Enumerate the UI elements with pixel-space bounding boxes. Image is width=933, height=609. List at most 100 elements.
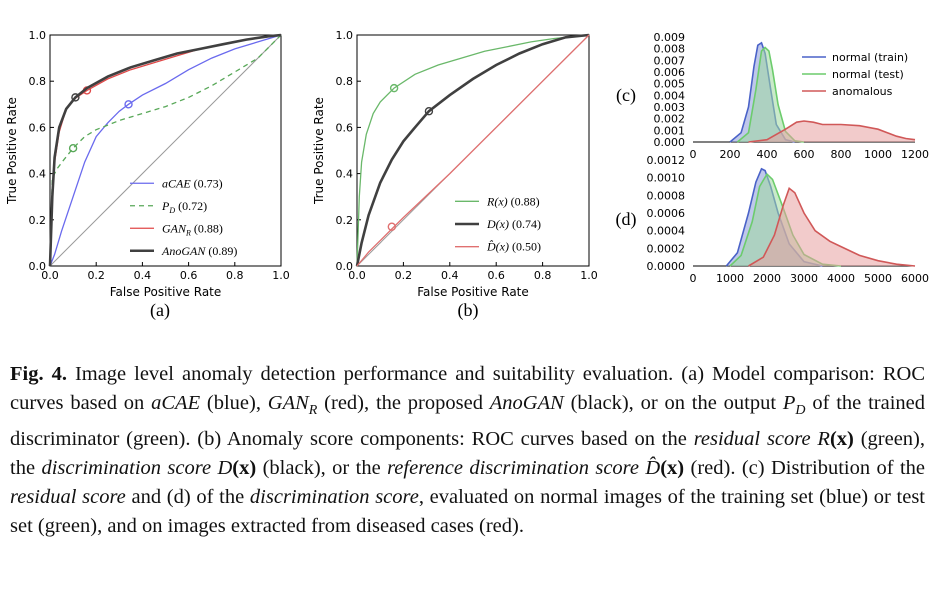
legend-label: PD (0.72) [161, 199, 207, 215]
y-tick-label: 0.001 [654, 124, 686, 137]
x-tick-label: 1.0 [580, 269, 598, 282]
caption-fragment: (green), the [10, 428, 925, 480]
caption-fragment: (black), or on the output [563, 392, 783, 414]
y-tick-label: 0.006 [654, 66, 686, 79]
operating-point-marker [71, 93, 80, 102]
operating-point-marker [68, 143, 78, 153]
legend-label: D(x) (0.74) [486, 217, 541, 231]
caption-fragment: residual score [10, 486, 126, 509]
y-tick-label: 0.0002 [647, 242, 686, 255]
density-curve-anomalous [748, 120, 916, 143]
y-tick-label: 0.2 [336, 214, 354, 227]
y-tick-label: 0.0004 [647, 225, 686, 238]
caption-fragment: (red), the proposed [317, 392, 490, 414]
y-tick-label: 0.2 [29, 214, 47, 227]
y-tick-label: 0.4 [29, 168, 47, 181]
y-tick-label: 1.0 [29, 29, 47, 42]
roc-curve-rx [356, 34, 590, 267]
panel-label: (d) [616, 209, 637, 230]
density-area-anomalous [748, 121, 915, 142]
x-axis-label: False Positive Rate [110, 285, 222, 299]
x-tick-label: 0.6 [487, 269, 505, 282]
operating-point-marker [389, 83, 399, 93]
panel-label: (a) [150, 300, 170, 321]
y-tick-label: 0.0006 [647, 207, 686, 220]
y-tick-label: 0.8 [29, 75, 47, 88]
caption-fragment: (x) [232, 457, 257, 480]
legend: aCAE (0.73) PD (0.72) GANR (0.88) AnoGAN (0… [130, 176, 237, 258]
legend-label: D̂(x) (0.50) [486, 240, 541, 254]
legend-label: AnoGAN (0.89) [161, 244, 237, 258]
y-axis-label: True Positive Rate [312, 97, 326, 205]
x-tick-label: 0 [690, 148, 697, 161]
figure-4-charts: 0.0 0.2 0.4 0.6 0.8 1.0 0.0 0.2 0.4 0.6 0.8 1.0 Fals… [5, 29, 930, 321]
x-tick-label: 0.2 [87, 269, 105, 282]
y-tick-label: 0.007 [654, 54, 686, 67]
distribution-panel-d: 0.0000 0.0002 0.0004 0.0006 0.0008 0.0010 0.00… [616, 154, 930, 285]
x-tick-label: 3000 [790, 272, 818, 285]
caption-fragment: GAN [267, 392, 309, 414]
caption-fragment: residual score [693, 428, 811, 451]
roc-curve-acae [49, 34, 282, 267]
caption-fragment: , evaluated on normal images of the trai… [10, 486, 926, 538]
legend-label: aCAE (0.73) [162, 176, 223, 190]
caption-fragment: (black), or the [256, 457, 388, 480]
roc-panel-b: 0.0 0.2 0.4 0.6 0.8 1.0 0.0 0.2 0.4 0.6 0.8 1.0 Fals… [312, 29, 598, 321]
caption-fragment: discrimination score [41, 457, 212, 480]
caption-fragment: (x) [660, 457, 685, 480]
y-tick-label: 1.0 [336, 29, 354, 42]
x-tick-label: 0.8 [226, 269, 244, 282]
operating-point-marker [387, 222, 396, 231]
y-tick-label: 0.4 [336, 168, 354, 181]
legend-label: normal (train) [832, 51, 908, 64]
roc-curve-dx [356, 34, 590, 267]
y-tick-label: 0.6 [29, 121, 47, 134]
x-tick-label: 1.0 [272, 269, 290, 282]
x-tick-label: 0.8 [534, 269, 552, 282]
roc-panel-a: 0.0 0.2 0.4 0.6 0.8 1.0 0.0 0.2 0.4 0.6 0.8 1.0 Fals… [5, 29, 290, 321]
y-axis-label: True Positive Rate [5, 97, 19, 205]
caption-fig-label: Fig. 4. [10, 363, 67, 385]
x-tick-label: 0.4 [134, 269, 152, 282]
y-tick-label: 0.008 [654, 43, 686, 56]
caption-fragment: R [810, 428, 830, 451]
x-tick-label: 0 [690, 272, 697, 285]
y-tick-label: 0.004 [654, 89, 686, 102]
y-tick-label: 0.000 [654, 136, 686, 149]
y-tick-label: 0.009 [654, 31, 686, 44]
caption-fragment: (blue), [200, 392, 268, 414]
x-tick-label: 1000 [864, 148, 892, 161]
caption-fragment: aCAE [151, 392, 201, 414]
caption-fragment: and (d) of the [125, 486, 250, 509]
density-area-anomalous [748, 188, 915, 266]
y-tick-label: 0.0000 [647, 260, 686, 273]
x-tick-label: 600 [794, 148, 815, 161]
density-curve-anomalous [748, 186, 916, 267]
figure-caption: Fig. 4. Image level anomaly detection pe… [10, 360, 925, 541]
roc-curve-dx [355, 33, 590, 267]
legend-label: R(x) (0.88) [486, 194, 540, 208]
density-area-normaltest [737, 47, 804, 142]
x-tick-label: 1000 [716, 272, 744, 285]
y-tick-label: 0.0010 [647, 172, 686, 185]
legend-label: anomalous [832, 85, 893, 98]
x-tick-label: 800 [831, 148, 852, 161]
x-tick-label: 2000 [753, 272, 781, 285]
caption-fragment: reference discrimination score [387, 457, 639, 480]
legend-label: GANR (0.88) [162, 221, 223, 237]
caption-fragment: (x) [829, 428, 854, 451]
y-tick-label: 0.8 [336, 75, 354, 88]
x-tick-label: 6000 [901, 272, 929, 285]
caption-fragment: of the trained discriminator (green). (b… [10, 392, 925, 451]
x-tick-label: 0.6 [180, 269, 198, 282]
y-tick-label: 0.002 [654, 113, 686, 126]
distribution-panel-c: 0.0000.0010.0020.0030.0040.0050.0060.007… [616, 31, 929, 161]
y-tick-label: 0.003 [654, 101, 686, 114]
operating-point-marker [424, 107, 434, 116]
x-tick-label: 400 [757, 148, 778, 161]
legend-label: normal (test) [832, 68, 904, 81]
legend: normal (train) normal (test) anomalous [802, 51, 908, 98]
x-axis-label: False Positive Rate [417, 285, 529, 299]
y-tick-label: 0.0008 [647, 189, 686, 202]
roc-curve-p [49, 34, 282, 267]
